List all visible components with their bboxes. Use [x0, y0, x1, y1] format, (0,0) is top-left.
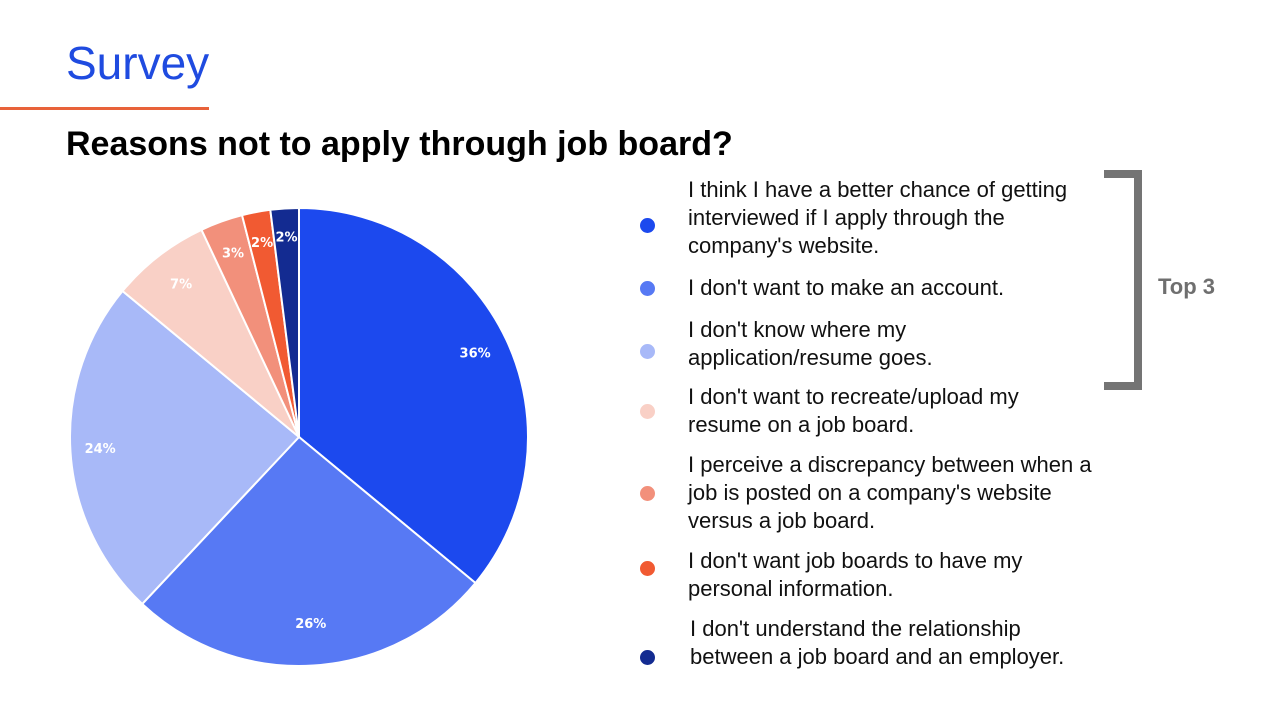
slice-label: 3%: [222, 246, 244, 261]
legend-swatch: [640, 486, 655, 501]
legend-label: I don't want job boards to have my perso…: [688, 548, 1023, 601]
pie-slice: [269, 206, 300, 438]
slide-title: Survey: [66, 37, 210, 89]
legend-label: I perceive a discrepancy between when a …: [688, 452, 1092, 533]
slice-label: 2%: [275, 231, 297, 246]
legend-label: I don't want to recreate/upload my resum…: [688, 384, 1019, 437]
legend-swatch: [640, 404, 655, 419]
slice-label: 7%: [170, 278, 192, 293]
pie-slice: [140, 435, 477, 667]
top3-bracket: [1104, 170, 1142, 390]
legend-label: I don't know where my application/resume…: [688, 317, 933, 370]
legend-label: I don't want to make an account.: [688, 275, 1005, 300]
legend-swatch: [640, 650, 655, 665]
pie-slice: [69, 289, 301, 606]
top3-label: Top 3: [1158, 274, 1216, 299]
legend-swatch: [640, 281, 655, 296]
legend-label: I think I have a better chance of gettin…: [688, 177, 1068, 258]
legend-swatch: [640, 561, 655, 576]
legend-swatch: [640, 218, 655, 233]
pie-chart: 36% 26% 24% 7% 3% 2% 2%: [69, 206, 529, 667]
slice-label: 36%: [460, 347, 491, 362]
chart-title: Reasons not to apply through job board?: [66, 125, 733, 163]
title-underline: [0, 107, 209, 110]
legend-label: I don't understand the relationship betw…: [690, 616, 1065, 669]
slice-label: 26%: [295, 617, 326, 632]
pie-slice: [298, 206, 529, 585]
legend-swatch: [640, 344, 655, 359]
slice-label: 2%: [251, 236, 273, 251]
slice-label: 24%: [85, 442, 116, 457]
